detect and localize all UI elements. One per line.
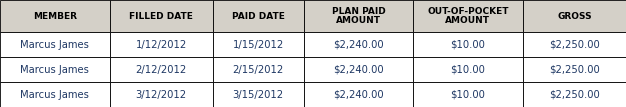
Bar (304, 32, 413, 57)
Text: $2,240.00: $2,240.00 (333, 65, 384, 75)
Bar (0, 82, 110, 107)
Bar (413, 82, 523, 107)
Bar (213, 57, 304, 82)
Text: $2,250.00: $2,250.00 (549, 65, 600, 75)
Bar (523, 0, 626, 32)
Text: PLAN PAID
AMOUNT: PLAN PAID AMOUNT (332, 7, 385, 25)
Text: 3/15/2012: 3/15/2012 (233, 90, 284, 100)
Text: OUT-OF-POCKET
AMOUNT: OUT-OF-POCKET AMOUNT (427, 7, 509, 25)
Bar (304, 57, 413, 82)
Text: $10.00: $10.00 (451, 90, 485, 100)
Text: FILLED DATE: FILLED DATE (129, 12, 193, 21)
Text: Marcus James: Marcus James (20, 65, 90, 75)
Bar (110, 0, 213, 32)
Bar (213, 0, 304, 32)
Text: MEMBER: MEMBER (33, 12, 77, 21)
Text: $10.00: $10.00 (451, 65, 485, 75)
Text: 2/15/2012: 2/15/2012 (233, 65, 284, 75)
Text: GROSS: GROSS (557, 12, 592, 21)
Text: $2,250.00: $2,250.00 (549, 40, 600, 50)
Bar (413, 57, 523, 82)
Text: 2/12/2012: 2/12/2012 (136, 65, 187, 75)
Text: $2,240.00: $2,240.00 (333, 40, 384, 50)
Bar (110, 57, 213, 82)
Bar (413, 0, 523, 32)
Bar (304, 0, 413, 32)
Text: $10.00: $10.00 (451, 40, 485, 50)
Text: Marcus James: Marcus James (20, 90, 90, 100)
Bar (523, 82, 626, 107)
Bar (0, 57, 110, 82)
Text: Marcus James: Marcus James (20, 40, 90, 50)
Text: $2,250.00: $2,250.00 (549, 90, 600, 100)
Bar (523, 57, 626, 82)
Text: $2,240.00: $2,240.00 (333, 90, 384, 100)
Bar (0, 32, 110, 57)
Text: PAID DATE: PAID DATE (232, 12, 285, 21)
Bar (110, 32, 213, 57)
Text: 1/12/2012: 1/12/2012 (136, 40, 187, 50)
Text: 3/12/2012: 3/12/2012 (136, 90, 187, 100)
Bar (304, 82, 413, 107)
Bar (0, 0, 110, 32)
Bar (213, 82, 304, 107)
Bar (213, 32, 304, 57)
Text: 1/15/2012: 1/15/2012 (233, 40, 284, 50)
Bar (523, 32, 626, 57)
Bar (413, 32, 523, 57)
Bar (110, 82, 213, 107)
